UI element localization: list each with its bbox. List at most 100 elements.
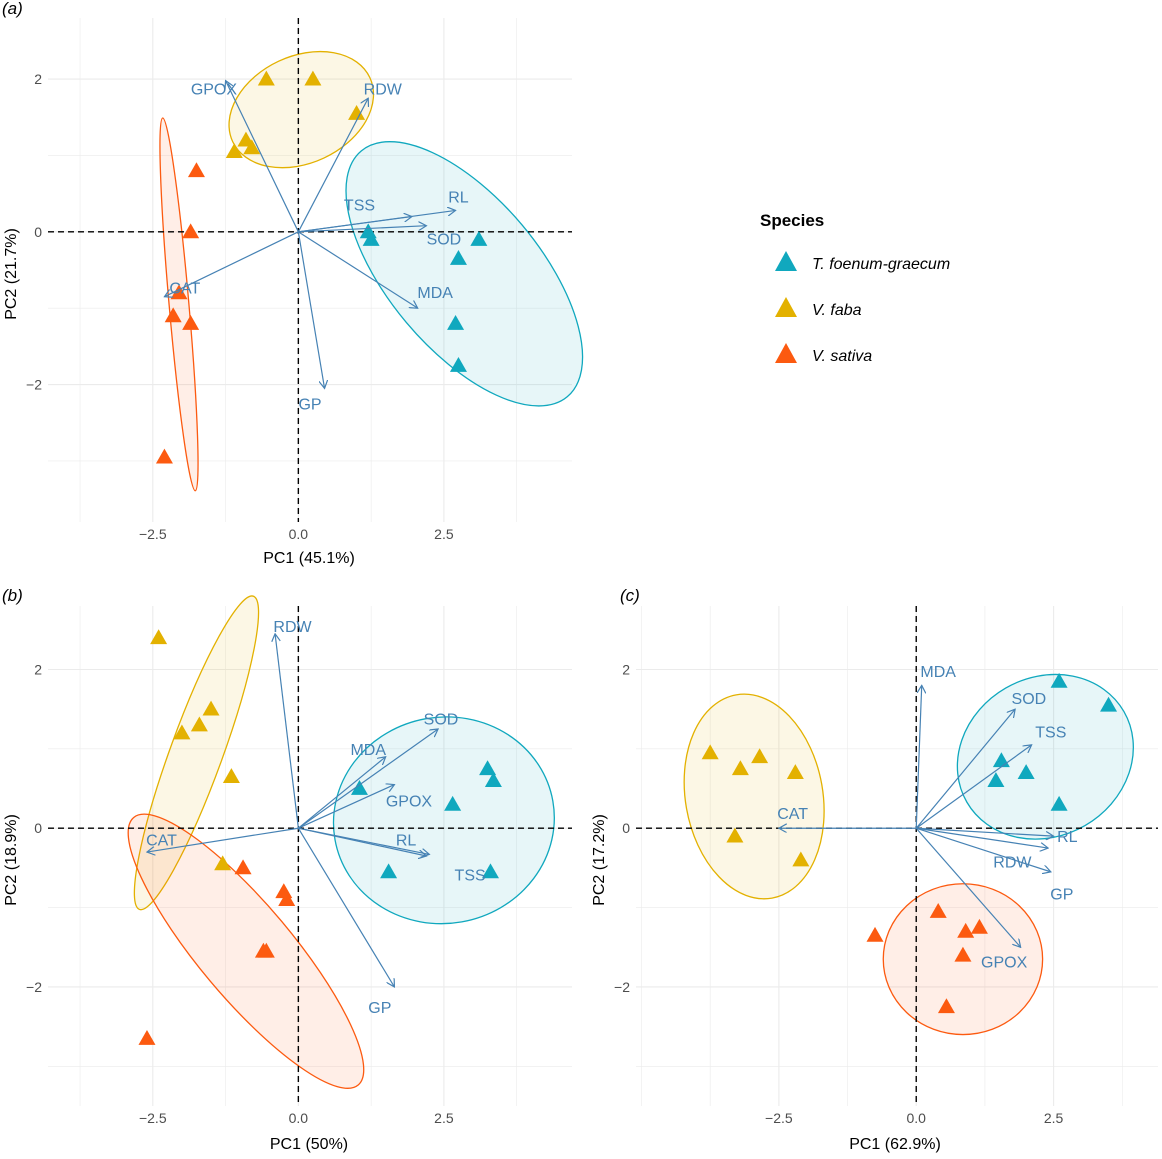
panel-label-b: (b) <box>2 586 23 605</box>
point-v-faba <box>786 764 804 780</box>
point-v-sativa <box>954 946 972 962</box>
loading-arrow-tss <box>915 745 1031 829</box>
point-v-sativa <box>929 903 947 918</box>
y-tick-label: 2 <box>34 71 42 87</box>
y-tick-label: 0 <box>622 820 630 836</box>
loading-label-gp: GP <box>298 397 321 414</box>
x-tick-label: 2.5 <box>434 1110 454 1126</box>
y-axis-title-c: PC2 (17.2%) <box>591 814 608 906</box>
point-v-faba <box>348 104 366 120</box>
legend-symbol-v-sativa <box>775 343 797 363</box>
loading-arrow-rdw <box>275 634 299 829</box>
y-tick-label: 2 <box>622 661 630 677</box>
loading-arrow-gpox <box>915 827 1020 947</box>
loading-label-gpox: GPOX <box>386 793 433 810</box>
point-v-sativa <box>937 998 955 1014</box>
loading-arrow-rl <box>298 210 455 233</box>
point-t-foenum-graecum <box>1017 764 1035 780</box>
y-tick-label: −2 <box>26 979 42 995</box>
y-tick-label: 2 <box>34 661 42 677</box>
legend: Species T. foenum-graecum V. faba V. sat… <box>760 211 950 365</box>
loading-arrow-sod <box>915 709 1015 829</box>
loading-label-mda: MDA <box>417 285 453 302</box>
ellipse-t-foenum-graecum <box>332 716 555 925</box>
point-v-sativa <box>275 883 293 899</box>
loading-label-sod: SOD <box>427 232 462 249</box>
loading-arrow-cat <box>147 827 299 852</box>
point-v-sativa <box>970 918 988 934</box>
loading-arrow-gp <box>297 231 324 389</box>
point-v-sativa <box>182 223 200 239</box>
point-t-foenum-graecum <box>350 780 368 795</box>
point-v-sativa <box>866 926 884 942</box>
point-v-sativa <box>155 448 173 464</box>
point-t-foenum-graecum <box>987 772 1005 787</box>
point-t-foenum-graecum <box>362 230 380 246</box>
y-tick-label: −2 <box>614 979 630 995</box>
point-v-faba <box>726 827 744 843</box>
x-tick-label: −2.5 <box>139 526 167 542</box>
panel-c: −2.5 0.0 2.5 −2 0 2 MDA SOD TSS RL RDW GP GPOX CAT <box>614 606 1158 1126</box>
x-tick-label: −2.5 <box>139 1110 167 1126</box>
point-t-foenum-graecum <box>1050 795 1068 811</box>
point-v-faba <box>304 70 322 86</box>
point-t-foenum-graecum <box>449 250 467 265</box>
point-v-faba <box>731 760 749 776</box>
loading-label-tss: TSS <box>1035 724 1066 741</box>
point-t-foenum-graecum <box>1050 672 1068 688</box>
legend-item-t-foenum-graecum: T. foenum-graecum <box>812 256 950 273</box>
x-tick-label: 0.0 <box>906 1110 926 1126</box>
ellipse-t-foenum-graecum <box>956 673 1134 840</box>
legend-symbol-v-faba <box>775 297 797 317</box>
loading-label-cat: CAT <box>146 832 177 849</box>
loading-label-sod: SOD <box>1012 691 1047 708</box>
loading-label-gpox: GPOX <box>981 955 1028 972</box>
loading-label-rl: RL <box>396 832 417 849</box>
point-v-sativa <box>278 891 296 907</box>
panel-b: −2.5 0.0 2.5 −2 0 2 RDW SOD MDA GPOX RL TSS CAT GP <box>26 595 572 1126</box>
point-v-faba <box>202 700 220 716</box>
point-v-faba <box>701 744 719 760</box>
loading-label-tss: TSS <box>344 197 375 214</box>
loading-label-gp: GP <box>368 1000 391 1017</box>
loading-label-rl: RL <box>448 190 469 207</box>
x-tick-label: −2.5 <box>765 1110 793 1126</box>
loading-label-rdw: RDW <box>993 855 1032 872</box>
point-v-sativa <box>257 942 275 958</box>
point-v-sativa <box>187 162 205 178</box>
point-v-faba <box>225 143 243 159</box>
x-axis-title-b: PC1 (50%) <box>270 1136 348 1153</box>
y-axis-title-a: PC2 (21.7%) <box>3 228 20 320</box>
loading-arrow-cat <box>164 231 299 297</box>
loading-label-sod: SOD <box>424 712 459 729</box>
loading-arrow-sod <box>298 729 438 829</box>
loading-arrow-sod <box>298 226 426 233</box>
point-v-faba <box>222 768 240 784</box>
x-axis-title-c: PC1 (62.9%) <box>849 1136 941 1153</box>
loading-label-mda: MDA <box>350 742 386 759</box>
point-t-foenum-graecum <box>380 863 398 879</box>
point-v-sativa <box>170 284 188 300</box>
point-v-faba <box>751 748 769 764</box>
point-t-foenum-graecum <box>481 863 499 879</box>
point-t-foenum-graecum <box>447 314 465 330</box>
point-v-faba <box>190 716 208 732</box>
loading-arrow-mda <box>915 685 921 829</box>
legend-title: Species <box>760 211 824 230</box>
ellipse-v-sativa <box>127 813 365 1089</box>
point-v-sativa <box>138 1030 156 1045</box>
point-v-sativa <box>164 307 182 323</box>
y-tick-label: 0 <box>34 820 42 836</box>
y-tick-label: 0 <box>34 224 42 240</box>
point-v-faba <box>150 629 168 645</box>
panel-a: −2.5 0.0 2.5 −2 0 2 GPOX RDW TSS RL SOD MDA CAT GP <box>26 18 584 542</box>
point-v-sativa <box>957 922 975 938</box>
y-tick-label: −2 <box>26 377 42 393</box>
x-tick-label: 0.0 <box>289 526 309 542</box>
point-v-faba <box>257 70 275 86</box>
loading-label-gp: GP <box>1050 886 1073 903</box>
loading-arrow-mda <box>298 231 417 308</box>
x-tick-label: 2.5 <box>434 526 454 542</box>
